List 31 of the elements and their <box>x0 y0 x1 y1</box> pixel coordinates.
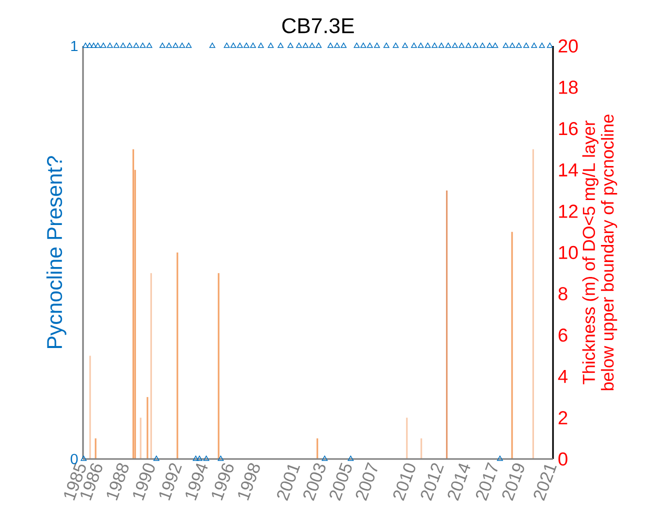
chart-title: CB7.3E <box>282 18 354 34</box>
y2-tick-label: 6 <box>558 328 568 342</box>
y2-tick-label: 10 <box>559 246 578 260</box>
x-tick-label: 2021 <box>534 464 557 501</box>
x-tick-label: 1990 <box>133 463 155 500</box>
x-tick-label: 2014 <box>448 463 470 501</box>
x-tick-label: 2012 <box>420 463 444 501</box>
y2-tick-label: 2 <box>558 411 568 424</box>
x-tick-label: 1998 <box>238 463 260 500</box>
y2-axis-title: Thickness (m) of DO<5 mg/L layer below upper boundary of pycnocline <box>582 114 618 390</box>
y2-tick-label: 14 <box>559 163 578 176</box>
x-tick-label: 2017 <box>476 462 498 501</box>
y2-tick-label: 0 <box>558 452 568 466</box>
x-tick-label: 2001 <box>277 464 300 501</box>
x-tick-label: 1994 <box>186 463 208 500</box>
x-tick-label: 1988 <box>106 463 129 500</box>
x-tick-label: 2005 <box>330 462 352 501</box>
y2-tick-label: 12 <box>559 204 578 218</box>
y-tick-label: 1 <box>71 40 78 52</box>
x-tick-label: 2003 <box>303 463 326 501</box>
y2-tick-label: 4 <box>558 370 568 383</box>
y2-tick-label: 16 <box>559 122 578 136</box>
x-tick-label: 1996 <box>212 463 234 500</box>
y2-tick-label: 8 <box>558 287 568 300</box>
x-tick-label: 2010 <box>393 463 416 501</box>
y2-tick-label: 18 <box>559 80 578 94</box>
x-tick-label: 1992 <box>159 463 182 500</box>
x-tick-label: 2019 <box>502 463 524 501</box>
y-axis-title: Pycnocline Present? <box>46 156 66 348</box>
y2-tick-label: 20 <box>558 39 578 53</box>
x-tick-label: 2007 <box>356 462 378 501</box>
